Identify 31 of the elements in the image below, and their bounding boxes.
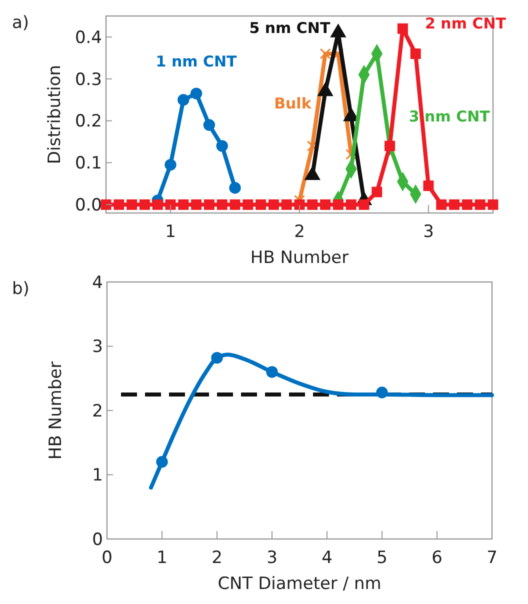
y-tick-label: 2 xyxy=(92,401,103,422)
x-tick-label: 2 xyxy=(294,222,305,242)
y-tick-label: 1 xyxy=(92,466,103,486)
text: b) xyxy=(12,279,30,299)
y-tick-label: 0 xyxy=(92,530,103,550)
y-tick-label: 0.1 xyxy=(74,154,102,174)
x-tick-label: 6 xyxy=(432,548,442,568)
y-tick-label: 0.2 xyxy=(74,112,102,132)
x-tick-label: 2 xyxy=(212,548,222,568)
x-tick-label: 4 xyxy=(322,548,332,568)
y-axis-title: Distribution xyxy=(45,64,65,164)
x-tick-label: 7 xyxy=(486,548,498,568)
series-label: 2 nm CNT xyxy=(425,14,507,33)
series-label: Bulk xyxy=(274,94,312,113)
text: a) xyxy=(12,13,30,33)
x-tick-label: 1 xyxy=(156,548,168,568)
y-axis-title: HB Number xyxy=(46,361,66,460)
series-label: 1 nm CNT xyxy=(156,52,238,71)
y-tick-label: 3 xyxy=(92,337,103,358)
x-axis-title: CNT Diameter / nm xyxy=(218,574,382,594)
series-label: 3 nm CNT xyxy=(408,108,491,126)
y-tick-label: 4 xyxy=(92,272,103,293)
x-axis-title: HB Number xyxy=(250,248,349,268)
y-tick-label: 0.0 xyxy=(74,196,102,216)
series-label: 5 nm CNT xyxy=(249,18,331,37)
y-tick-label: 0.3 xyxy=(74,70,102,90)
x-tick-label: 1 xyxy=(165,222,176,242)
x-tick-label: 5 xyxy=(376,548,388,568)
x-tick-label: 3 xyxy=(266,548,278,568)
y-tick-label: 0.4 xyxy=(74,28,102,48)
x-tick-label: 3 xyxy=(423,222,434,242)
